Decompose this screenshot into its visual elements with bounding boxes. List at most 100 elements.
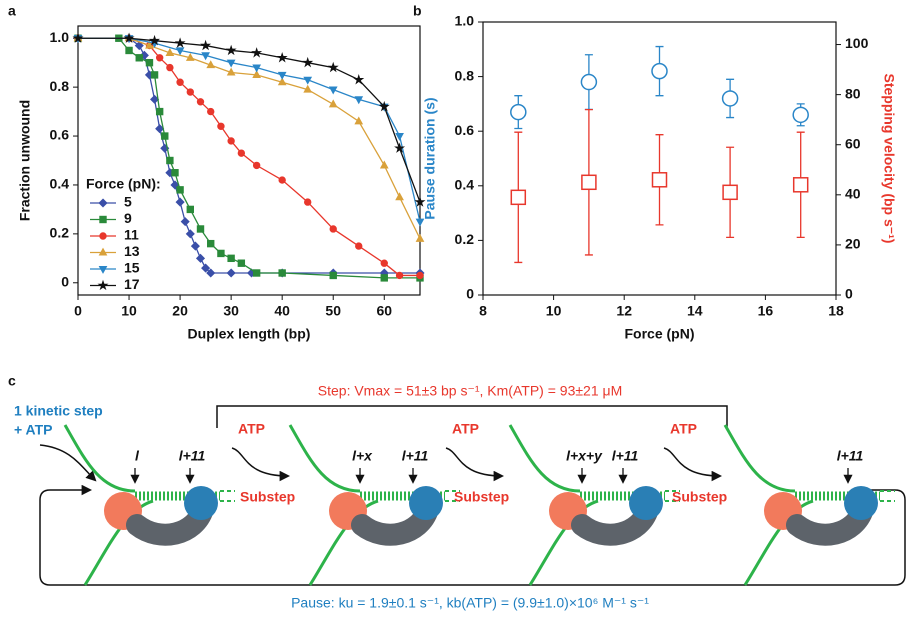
- x-tick-label: 8: [479, 303, 487, 319]
- y2-tick-label: 20: [845, 236, 861, 252]
- substep-label: Substep: [672, 489, 727, 505]
- marker: [171, 169, 179, 177]
- marker: [328, 99, 338, 108]
- marker: [278, 176, 286, 184]
- x-tick-label: 18: [828, 303, 844, 319]
- marker: [414, 196, 426, 207]
- legend-label: 11: [124, 227, 139, 243]
- marker: [227, 137, 235, 145]
- marker: [196, 225, 205, 233]
- arrow: [39, 444, 97, 482]
- substep-label: Substep: [240, 489, 295, 505]
- marker: [510, 103, 527, 121]
- marker: [180, 217, 190, 227]
- y-axis-label: Fraction unwound: [17, 100, 33, 221]
- marker: [251, 47, 263, 58]
- position-label: l+x: [352, 448, 373, 464]
- cycle-arrow: [39, 484, 906, 586]
- position-label: l: [135, 448, 140, 464]
- marker: [379, 160, 389, 169]
- marker: [185, 52, 195, 61]
- marker: [166, 63, 174, 72]
- legend-label: 5: [124, 194, 132, 210]
- x-tick-label: 20: [172, 303, 188, 319]
- x-tick-label: 16: [758, 303, 774, 319]
- panel-label: b: [413, 3, 422, 19]
- y-axis-label: Pause duration (s): [422, 97, 438, 219]
- x-tick-label: 0: [74, 303, 82, 319]
- marker: [353, 74, 365, 85]
- marker: [225, 44, 237, 56]
- marker: [252, 269, 261, 277]
- y-tick-label: 0.4: [50, 176, 70, 192]
- marker: [277, 71, 287, 80]
- y2-tick-label: 40: [845, 186, 861, 202]
- series-line: [78, 37, 421, 203]
- marker: [135, 54, 143, 62]
- y-tick-label: 1.0: [50, 29, 70, 45]
- y2-tick-label: 60: [845, 135, 861, 151]
- marker: [276, 52, 288, 63]
- marker: [123, 32, 135, 43]
- marker: [217, 249, 225, 258]
- marker: [252, 64, 262, 73]
- position-label: l+11: [179, 448, 206, 464]
- legend-marker: [98, 247, 108, 256]
- legend-label: 9: [124, 210, 132, 226]
- x-axis-label: Force (pN): [625, 326, 695, 342]
- y-tick-label: 0.6: [455, 122, 475, 138]
- plot-frame: [482, 21, 837, 296]
- y2-axis-label: Stepping velocity (bp s⁻¹): [881, 74, 897, 244]
- panel-label: a: [8, 3, 16, 19]
- marker: [207, 107, 215, 116]
- x-tick-label: 30: [223, 303, 239, 319]
- x-tick-label: 10: [121, 303, 137, 319]
- x-tick-label: 60: [376, 303, 392, 319]
- y-tick-label: 1.0: [455, 13, 475, 29]
- marker: [190, 241, 200, 251]
- marker: [302, 56, 314, 68]
- marker: [303, 84, 313, 93]
- motor-state: [290, 425, 460, 585]
- marker: [395, 192, 404, 201]
- marker: [416, 271, 424, 280]
- marker: [651, 172, 668, 188]
- marker: [329, 271, 337, 280]
- y2-tick-label: 100: [845, 35, 869, 51]
- motor-state: [725, 425, 895, 585]
- x-tick-label: 14: [687, 303, 703, 319]
- marker: [165, 48, 175, 56]
- y-tick-label: 0: [466, 286, 474, 302]
- marker: [792, 177, 809, 193]
- y-tick-label: 0.2: [455, 231, 475, 247]
- marker: [150, 71, 159, 79]
- step-rate: Step: Vmax = 51±3 bp s⁻¹, Km(ATP) = 93±2…: [318, 383, 622, 399]
- transition-arrow: [445, 447, 505, 482]
- marker: [201, 263, 211, 273]
- x-tick-label: 10: [546, 303, 562, 319]
- marker: [176, 78, 184, 86]
- motor-state: [65, 425, 235, 585]
- marker: [186, 88, 194, 96]
- pause-rate: Pause: ku = 1.9±0.1 s⁻¹, kb(ATP) = (9.9±…: [291, 595, 649, 611]
- y-tick-label: 0.2: [50, 225, 70, 241]
- marker: [394, 142, 406, 153]
- marker: [226, 67, 236, 76]
- marker: [327, 61, 339, 73]
- legend-marker: [99, 232, 107, 240]
- marker: [792, 106, 809, 124]
- atp-label: ATP: [670, 421, 697, 437]
- marker: [206, 60, 216, 69]
- marker: [722, 184, 738, 201]
- marker: [355, 242, 363, 250]
- marker: [227, 254, 235, 263]
- legend-label: 15: [124, 260, 140, 276]
- marker: [237, 259, 246, 267]
- legend-marker: [98, 198, 108, 208]
- marker: [378, 100, 390, 112]
- marker: [176, 186, 184, 194]
- marker: [303, 76, 313, 85]
- legend-label: 13: [124, 243, 140, 259]
- plot-frame: [77, 25, 421, 296]
- marker: [196, 98, 205, 106]
